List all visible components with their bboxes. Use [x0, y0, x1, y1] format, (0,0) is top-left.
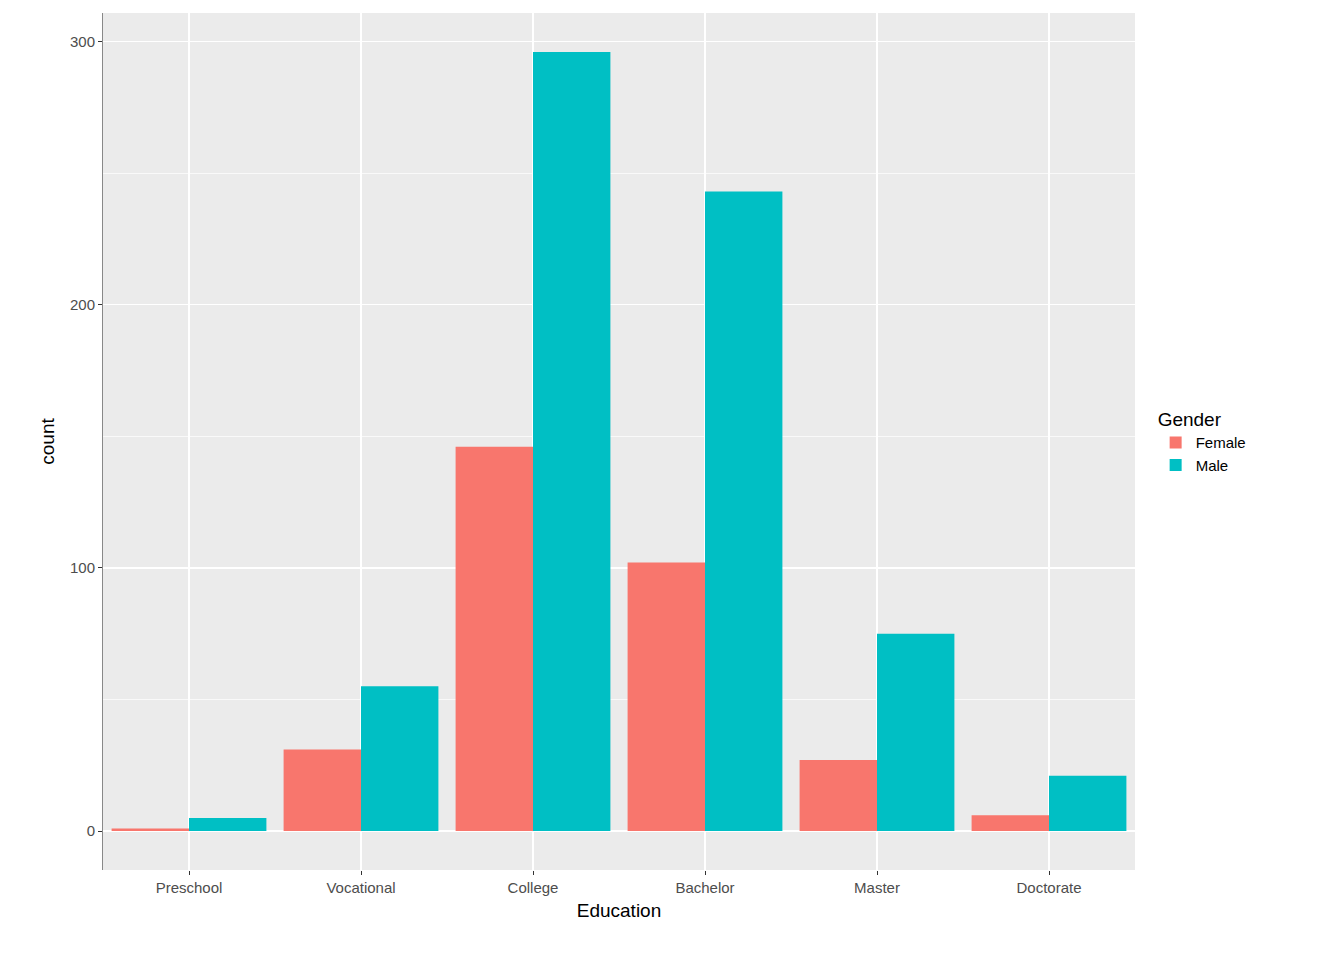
svg-text:Master: Master — [854, 879, 900, 896]
svg-text:Female: Female — [1196, 434, 1246, 451]
svg-text:Preschool: Preschool — [156, 879, 223, 896]
svg-text:Male: Male — [1196, 457, 1229, 474]
svg-text:300: 300 — [70, 33, 95, 50]
svg-text:Doctorate: Doctorate — [1016, 879, 1081, 896]
svg-text:0: 0 — [87, 822, 95, 839]
svg-text:count: count — [37, 418, 58, 465]
svg-text:Gender: Gender — [1158, 409, 1222, 430]
svg-text:100: 100 — [70, 559, 95, 576]
svg-text:Bachelor: Bachelor — [675, 879, 734, 896]
svg-text:Education: Education — [577, 900, 662, 921]
svg-text:Vocational: Vocational — [326, 879, 395, 896]
svg-text:College: College — [508, 879, 559, 896]
svg-text:200: 200 — [70, 296, 95, 313]
